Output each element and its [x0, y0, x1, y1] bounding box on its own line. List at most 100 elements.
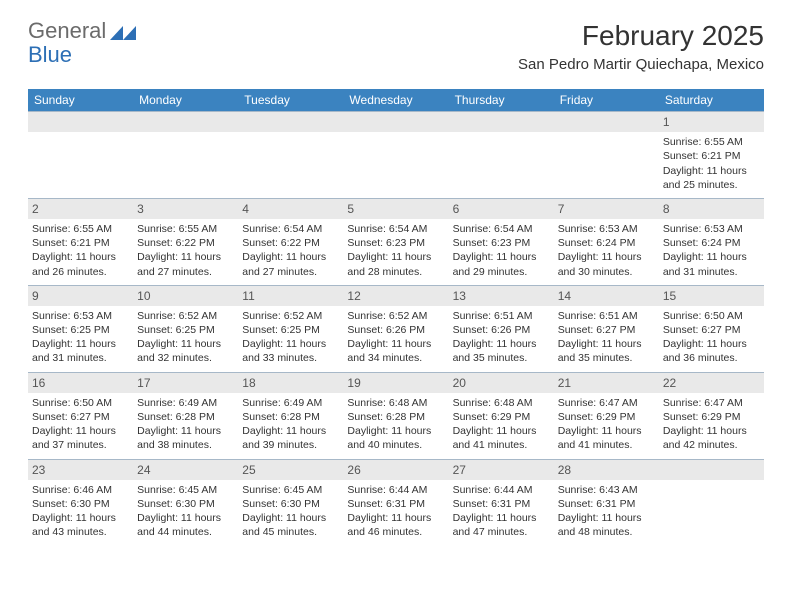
day-sunset: Sunset: 6:31 PM	[558, 497, 655, 511]
day-cell: 23Sunrise: 6:46 AMSunset: 6:30 PMDayligh…	[28, 460, 133, 546]
day-number: 10	[133, 286, 238, 306]
day-cell: 22Sunrise: 6:47 AMSunset: 6:29 PMDayligh…	[659, 373, 764, 459]
day-sunrise: Sunrise: 6:50 AM	[32, 396, 129, 410]
weeks-container: 1Sunrise: 6:55 AMSunset: 6:21 PMDaylight…	[28, 111, 764, 545]
day-cell: 10Sunrise: 6:52 AMSunset: 6:25 PMDayligh…	[133, 286, 238, 372]
day-sunrise: Sunrise: 6:53 AM	[32, 309, 129, 323]
day-number: 26	[343, 460, 448, 480]
day-sunset: Sunset: 6:21 PM	[663, 149, 760, 163]
day-sunrise: Sunrise: 6:45 AM	[137, 483, 234, 497]
day-daylight1: Daylight: 11 hours	[347, 250, 444, 264]
day-daylight1: Daylight: 11 hours	[242, 337, 339, 351]
day-daylight2: and 34 minutes.	[347, 351, 444, 365]
day-daylight1: Daylight: 11 hours	[663, 337, 760, 351]
day-daylight2: and 46 minutes.	[347, 525, 444, 539]
day-number: 17	[133, 373, 238, 393]
logo: General Blue	[28, 20, 138, 66]
day-sunset: Sunset: 6:28 PM	[242, 410, 339, 424]
day-sunrise: Sunrise: 6:54 AM	[347, 222, 444, 236]
day-cell: 4Sunrise: 6:54 AMSunset: 6:22 PMDaylight…	[238, 199, 343, 285]
day-sunset: Sunset: 6:31 PM	[453, 497, 550, 511]
day-header: Thursday	[449, 89, 554, 111]
day-daylight1: Daylight: 11 hours	[453, 424, 550, 438]
day-sunrise: Sunrise: 6:53 AM	[558, 222, 655, 236]
day-cell	[449, 112, 554, 198]
day-daylight2: and 32 minutes.	[137, 351, 234, 365]
day-cell	[133, 112, 238, 198]
day-daylight2: and 29 minutes.	[453, 265, 550, 279]
day-sunrise: Sunrise: 6:48 AM	[453, 396, 550, 410]
day-daylight1: Daylight: 11 hours	[347, 337, 444, 351]
day-sunset: Sunset: 6:29 PM	[663, 410, 760, 424]
day-sunset: Sunset: 6:28 PM	[137, 410, 234, 424]
day-daylight2: and 45 minutes.	[242, 525, 339, 539]
day-header-row: Sunday Monday Tuesday Wednesday Thursday…	[28, 89, 764, 111]
day-number: 1	[659, 112, 764, 132]
day-cell: 2Sunrise: 6:55 AMSunset: 6:21 PMDaylight…	[28, 199, 133, 285]
day-daylight1: Daylight: 11 hours	[242, 511, 339, 525]
day-number: 27	[449, 460, 554, 480]
header: General Blue February 2025 San Pedro Mar…	[0, 0, 792, 79]
day-daylight1: Daylight: 11 hours	[32, 511, 129, 525]
day-daylight1: Daylight: 11 hours	[558, 337, 655, 351]
day-cell	[554, 112, 659, 198]
day-sunrise: Sunrise: 6:43 AM	[558, 483, 655, 497]
day-sunset: Sunset: 6:29 PM	[453, 410, 550, 424]
day-cell: 20Sunrise: 6:48 AMSunset: 6:29 PMDayligh…	[449, 373, 554, 459]
day-daylight2: and 40 minutes.	[347, 438, 444, 452]
day-sunrise: Sunrise: 6:54 AM	[453, 222, 550, 236]
day-cell: 7Sunrise: 6:53 AMSunset: 6:24 PMDaylight…	[554, 199, 659, 285]
day-sunset: Sunset: 6:24 PM	[558, 236, 655, 250]
day-daylight2: and 30 minutes.	[558, 265, 655, 279]
day-daylight1: Daylight: 11 hours	[558, 424, 655, 438]
day-daylight2: and 31 minutes.	[32, 351, 129, 365]
day-sunrise: Sunrise: 6:47 AM	[663, 396, 760, 410]
day-number: 16	[28, 373, 133, 393]
day-header: Sunday	[28, 89, 133, 111]
week-row: 2Sunrise: 6:55 AMSunset: 6:21 PMDaylight…	[28, 198, 764, 285]
day-daylight1: Daylight: 11 hours	[347, 424, 444, 438]
day-cell: 5Sunrise: 6:54 AMSunset: 6:23 PMDaylight…	[343, 199, 448, 285]
day-number: 9	[28, 286, 133, 306]
day-daylight2: and 41 minutes.	[453, 438, 550, 452]
day-sunrise: Sunrise: 6:46 AM	[32, 483, 129, 497]
day-number: 25	[238, 460, 343, 480]
day-daylight2: and 33 minutes.	[242, 351, 339, 365]
day-sunrise: Sunrise: 6:48 AM	[347, 396, 444, 410]
day-daylight1: Daylight: 11 hours	[663, 424, 760, 438]
day-number: 14	[554, 286, 659, 306]
day-sunrise: Sunrise: 6:53 AM	[663, 222, 760, 236]
day-sunset: Sunset: 6:24 PM	[663, 236, 760, 250]
day-daylight1: Daylight: 11 hours	[137, 511, 234, 525]
day-sunrise: Sunrise: 6:49 AM	[137, 396, 234, 410]
day-sunset: Sunset: 6:28 PM	[347, 410, 444, 424]
day-daylight1: Daylight: 11 hours	[663, 164, 760, 178]
day-cell: 18Sunrise: 6:49 AMSunset: 6:28 PMDayligh…	[238, 373, 343, 459]
day-cell	[238, 112, 343, 198]
day-header: Wednesday	[343, 89, 448, 111]
day-sunrise: Sunrise: 6:44 AM	[347, 483, 444, 497]
day-sunset: Sunset: 6:26 PM	[347, 323, 444, 337]
day-number: 7	[554, 199, 659, 219]
day-daylight2: and 36 minutes.	[663, 351, 760, 365]
day-number: 28	[554, 460, 659, 480]
day-number: 6	[449, 199, 554, 219]
day-cell: 9Sunrise: 6:53 AMSunset: 6:25 PMDaylight…	[28, 286, 133, 372]
week-row: 9Sunrise: 6:53 AMSunset: 6:25 PMDaylight…	[28, 285, 764, 372]
day-daylight2: and 41 minutes.	[558, 438, 655, 452]
day-daylight1: Daylight: 11 hours	[453, 511, 550, 525]
day-cell: 11Sunrise: 6:52 AMSunset: 6:25 PMDayligh…	[238, 286, 343, 372]
day-number: 15	[659, 286, 764, 306]
day-sunrise: Sunrise: 6:47 AM	[558, 396, 655, 410]
day-number: 12	[343, 286, 448, 306]
day-cell: 12Sunrise: 6:52 AMSunset: 6:26 PMDayligh…	[343, 286, 448, 372]
day-daylight1: Daylight: 11 hours	[663, 250, 760, 264]
day-daylight2: and 35 minutes.	[558, 351, 655, 365]
day-daylight1: Daylight: 11 hours	[558, 511, 655, 525]
day-sunset: Sunset: 6:27 PM	[32, 410, 129, 424]
title-block: February 2025 San Pedro Martir Quiechapa…	[518, 20, 764, 73]
day-cell: 15Sunrise: 6:50 AMSunset: 6:27 PMDayligh…	[659, 286, 764, 372]
day-number: 18	[238, 373, 343, 393]
day-cell: 17Sunrise: 6:49 AMSunset: 6:28 PMDayligh…	[133, 373, 238, 459]
day-daylight1: Daylight: 11 hours	[453, 250, 550, 264]
